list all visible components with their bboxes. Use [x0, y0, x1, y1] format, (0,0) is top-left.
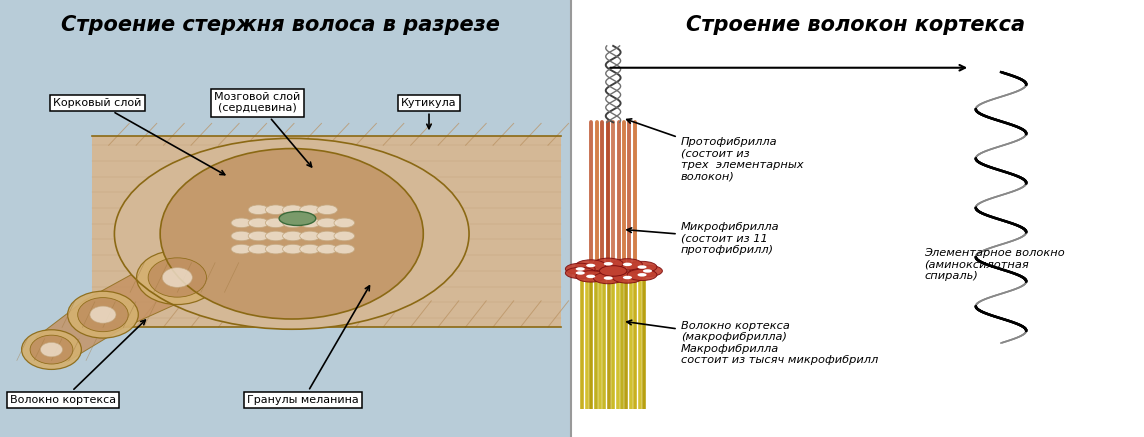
- Ellipse shape: [30, 335, 73, 364]
- Ellipse shape: [248, 244, 269, 254]
- Ellipse shape: [334, 231, 355, 241]
- Ellipse shape: [181, 162, 403, 305]
- Polygon shape: [85, 261, 199, 329]
- Circle shape: [637, 265, 646, 269]
- Ellipse shape: [114, 139, 469, 329]
- Circle shape: [622, 263, 631, 266]
- Ellipse shape: [157, 161, 427, 306]
- FancyBboxPatch shape: [0, 0, 571, 437]
- Ellipse shape: [231, 231, 252, 241]
- Text: Строение волокон кортекса: Строение волокон кортекса: [686, 15, 1025, 35]
- Ellipse shape: [121, 142, 462, 326]
- Ellipse shape: [265, 231, 286, 241]
- Ellipse shape: [231, 218, 252, 228]
- Text: Строение стержня волоса в разрезе: Строение стержня волоса в разрезе: [61, 15, 500, 35]
- Ellipse shape: [136, 250, 219, 305]
- Ellipse shape: [283, 231, 303, 241]
- Text: Элементарное волокно
(аминоксилотная
спираль): Элементарное волокно (аминоксилотная спи…: [924, 248, 1065, 281]
- Ellipse shape: [170, 156, 413, 312]
- Ellipse shape: [136, 150, 447, 318]
- Ellipse shape: [160, 149, 423, 319]
- Circle shape: [565, 263, 595, 274]
- Ellipse shape: [317, 231, 337, 241]
- Ellipse shape: [149, 258, 206, 297]
- Text: Волокно кортекса
(макрофибрилла)
Макрофибрилла
состоит из тысяч микрофибрилл: Волокно кортекса (макрофибрилла) Макрофи…: [627, 320, 877, 365]
- Ellipse shape: [317, 244, 337, 254]
- Ellipse shape: [317, 205, 337, 215]
- Ellipse shape: [300, 218, 320, 228]
- Ellipse shape: [166, 152, 418, 316]
- Circle shape: [575, 260, 605, 271]
- Ellipse shape: [67, 291, 138, 338]
- Ellipse shape: [283, 218, 303, 228]
- Circle shape: [612, 272, 642, 283]
- Ellipse shape: [90, 306, 116, 323]
- Circle shape: [594, 258, 623, 270]
- Ellipse shape: [150, 157, 434, 310]
- Ellipse shape: [334, 244, 355, 254]
- Circle shape: [565, 267, 595, 279]
- Text: Корковый слой: Корковый слой: [53, 98, 224, 175]
- Ellipse shape: [22, 330, 81, 369]
- Ellipse shape: [300, 231, 320, 241]
- Circle shape: [586, 264, 595, 267]
- Text: Микрофибрилла
(состоит из 11
протофибрилл): Микрофибрилла (состоит из 11 протофибрил…: [627, 222, 779, 255]
- Ellipse shape: [317, 218, 337, 228]
- Circle shape: [575, 271, 585, 275]
- Circle shape: [279, 212, 316, 225]
- Ellipse shape: [248, 205, 269, 215]
- Ellipse shape: [265, 218, 286, 228]
- Circle shape: [575, 271, 605, 282]
- Ellipse shape: [40, 343, 63, 357]
- Ellipse shape: [283, 205, 303, 215]
- Circle shape: [604, 276, 613, 280]
- Ellipse shape: [143, 154, 440, 314]
- Circle shape: [627, 261, 657, 273]
- Circle shape: [599, 266, 627, 276]
- Circle shape: [622, 276, 631, 279]
- Text: Мозговой слой
(сердцевина): Мозговой слой (сердцевина): [214, 92, 311, 167]
- Circle shape: [627, 269, 657, 281]
- Ellipse shape: [300, 205, 320, 215]
- Circle shape: [633, 265, 662, 277]
- Circle shape: [643, 269, 652, 273]
- Ellipse shape: [283, 244, 303, 254]
- Circle shape: [594, 272, 623, 284]
- Ellipse shape: [192, 169, 391, 298]
- Polygon shape: [92, 136, 561, 327]
- Ellipse shape: [176, 159, 407, 309]
- Ellipse shape: [265, 244, 286, 254]
- Ellipse shape: [334, 218, 355, 228]
- Text: Протофибрилла
(состоит из
трех  элементарных
волокон): Протофибрилла (состоит из трех элементар…: [627, 119, 803, 182]
- Ellipse shape: [128, 146, 455, 322]
- Ellipse shape: [186, 166, 397, 302]
- Text: Кутикула: Кутикула: [402, 98, 456, 128]
- Ellipse shape: [78, 298, 128, 332]
- Ellipse shape: [248, 231, 269, 241]
- Text: Гранулы меланина: Гранулы меланина: [247, 286, 370, 405]
- Circle shape: [637, 273, 646, 277]
- Ellipse shape: [248, 218, 269, 228]
- Text: Волокно кортекса: Волокно кортекса: [10, 320, 145, 405]
- Ellipse shape: [265, 205, 286, 215]
- Circle shape: [586, 274, 595, 278]
- Circle shape: [575, 267, 585, 271]
- Ellipse shape: [300, 244, 320, 254]
- Circle shape: [604, 262, 613, 266]
- Polygon shape: [35, 301, 121, 362]
- Ellipse shape: [162, 267, 192, 288]
- Ellipse shape: [231, 244, 252, 254]
- Circle shape: [612, 259, 642, 270]
